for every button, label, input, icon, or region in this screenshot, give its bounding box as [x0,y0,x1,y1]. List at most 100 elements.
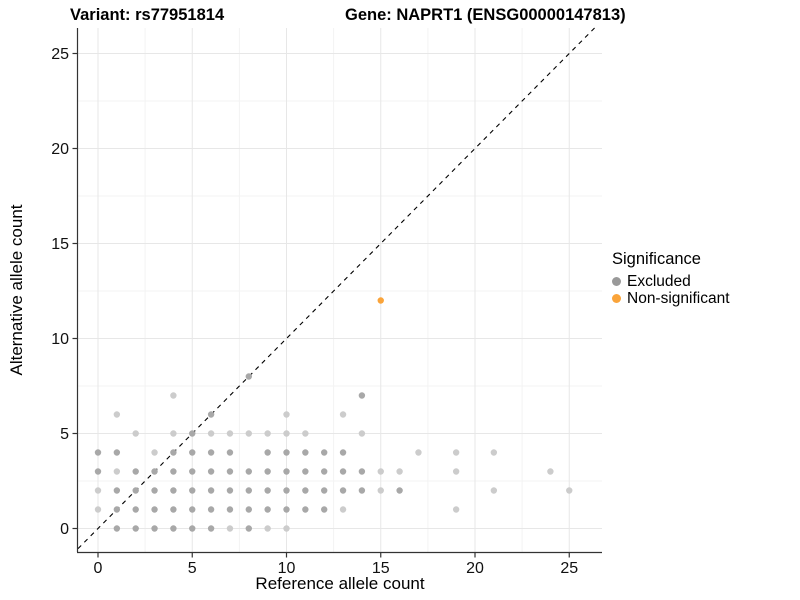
data-point-excluded [245,487,252,494]
data-point-excluded [245,373,252,380]
data-point-excluded [339,468,347,475]
data-point-excluded [264,468,271,475]
data-point-excluded [283,449,290,456]
data-point-excluded [490,487,498,494]
data-point-excluded [151,449,158,456]
x-axis-title: Reference allele count [255,574,425,593]
data-point-excluded [189,468,196,475]
data-point-excluded [226,525,234,532]
x-tick-label: 10 [278,560,296,577]
data-point-excluded [452,468,460,475]
data-point-excluded [321,506,328,513]
data-point-excluded [321,468,328,475]
data-point-excluded [170,525,177,532]
data-point-excluded [302,468,309,475]
legend-item-label: Excluded [627,272,691,290]
data-point-excluded [207,525,215,532]
data-point-excluded [547,468,554,475]
legend-items: Excluded Non-significant [612,273,730,307]
data-point-excluded [94,468,102,475]
data-point-excluded [302,487,309,494]
data-point-excluded [358,487,366,494]
data-point-excluded [170,506,177,513]
legend-item: Non-significant [612,290,730,307]
data-point-excluded [151,487,158,494]
x-tick-label: 20 [466,560,484,577]
data-point-excluded [113,506,121,513]
data-point-excluded [283,525,290,532]
data-point-excluded [207,487,215,494]
y-axis-title: Alternative allele count [7,204,26,376]
data-point-excluded [490,449,498,456]
data-point-excluded [302,506,309,513]
data-point-excluded [377,487,384,494]
data-point-excluded [207,449,215,456]
data-point-excluded [189,506,196,513]
data-point-excluded [170,487,177,494]
data-point-excluded [339,506,347,513]
data-point-excluded [170,449,177,456]
plot-title-variant: Variant: rs77951814 [70,6,225,24]
y-tick-label: 5 [60,426,69,443]
data-point-excluded [264,430,271,437]
legend-title: Significance [612,250,701,268]
data-point-excluded [207,506,215,513]
data-point-excluded [396,468,403,475]
data-point-excluded [452,506,460,513]
data-point-excluded [132,525,139,532]
data-point-excluded [396,487,403,494]
data-point-excluded [245,525,252,532]
data-point-excluded [113,525,121,532]
data-point-excluded [132,487,139,494]
data-point-excluded [132,430,139,437]
y-tick-label: 25 [51,46,69,63]
data-point-excluded [283,411,290,418]
data-point-excluded [283,468,290,475]
data-point-excluded [339,487,347,494]
data-point-excluded [302,430,309,437]
legend: Significance Excluded Non-significant [612,250,730,307]
data-point-excluded [94,449,102,456]
data-point-excluded [226,506,234,513]
y-tick-label: 15 [51,236,69,253]
data-point-excluded [94,506,102,513]
data-point-excluded [226,430,234,437]
data-point-excluded [358,468,366,475]
data-point-excluded [113,411,121,418]
y-tick-label: 10 [51,331,69,348]
data-point-excluded [358,392,366,399]
data-point-excluded [113,468,121,475]
legend-key-dot-icon [612,294,621,303]
data-point-excluded [226,487,234,494]
data-point-excluded [264,506,271,513]
data-point-excluded [245,468,252,475]
data-point-excluded [339,411,347,418]
data-point-excluded [283,487,290,494]
plot-title-gene: Gene: NAPRT1 (ENSG00000147813) [345,6,626,24]
data-point-excluded [566,487,573,494]
data-point-excluded [94,487,102,494]
data-point-excluded [415,449,422,456]
data-point-nonsignificant [377,297,384,304]
legend-key-dot-icon [612,277,621,286]
data-point-excluded [321,487,328,494]
data-point-excluded [226,468,234,475]
data-point-excluded [207,411,215,418]
data-point-excluded [132,506,139,513]
data-point-excluded [189,525,196,532]
y-tick-label: 0 [60,521,69,538]
data-point-excluded [207,468,215,475]
data-point-excluded [151,525,158,532]
data-point-excluded [302,449,309,456]
data-point-excluded [170,468,177,475]
data-point-excluded [264,487,271,494]
data-point-excluded [358,430,366,437]
data-point-excluded [189,487,196,494]
data-point-excluded [132,468,139,475]
data-point-excluded [170,392,177,399]
x-tick-label: 0 [94,560,103,577]
data-point-excluded [226,449,234,456]
data-point-excluded [151,468,158,475]
x-tick-label: 5 [188,560,197,577]
